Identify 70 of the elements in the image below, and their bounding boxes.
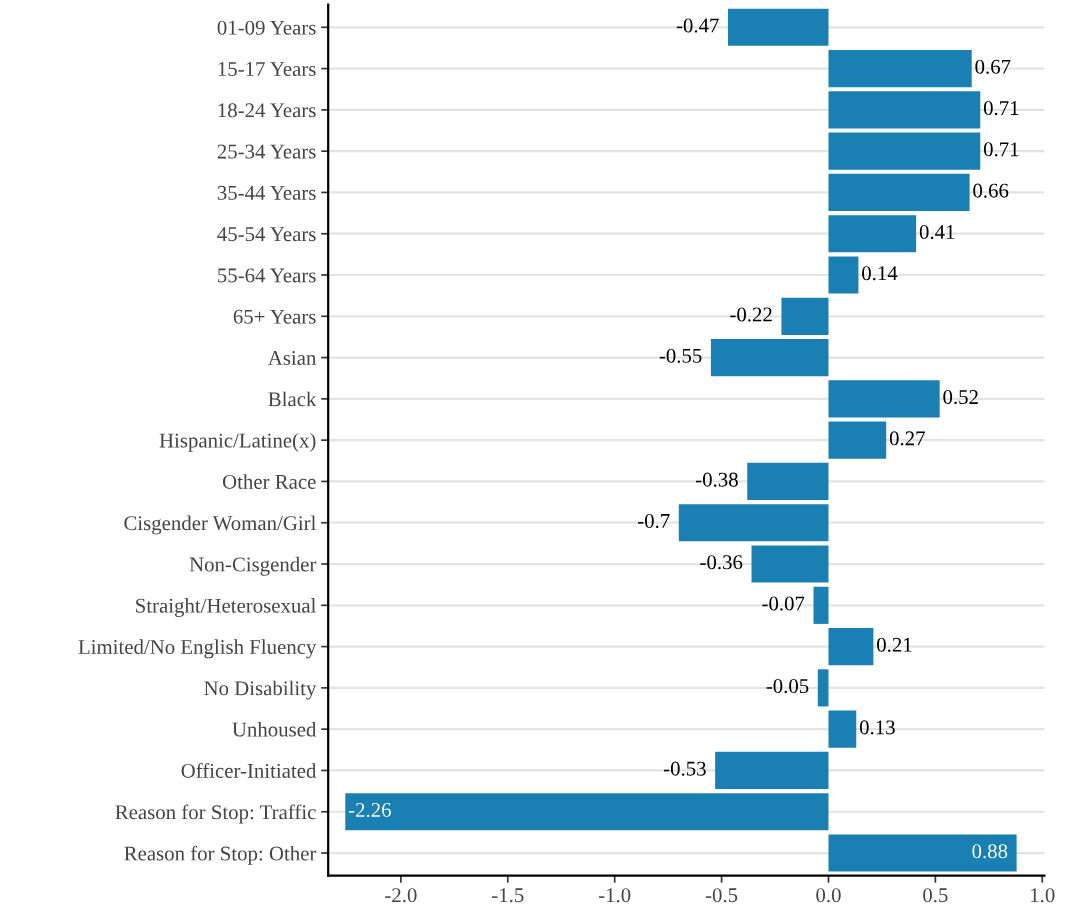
data-label: -0.38 bbox=[696, 472, 738, 487]
bar bbox=[817, 669, 829, 707]
bar bbox=[828, 256, 859, 294]
x-tick-label: 0.5 bbox=[923, 888, 948, 903]
bar bbox=[828, 173, 970, 212]
y-tick-label: 18-24 Years bbox=[218, 103, 316, 118]
y-tick-label: 35-44 Years bbox=[217, 185, 316, 200]
data-label: -0.55 bbox=[659, 348, 702, 363]
data-label: -0.53 bbox=[663, 761, 706, 776]
data-label: -2.26 bbox=[348, 802, 391, 818]
data-label: -0.36 bbox=[700, 555, 743, 570]
data-label: 0.52 bbox=[943, 390, 978, 405]
y-tick-label: No Disability bbox=[204, 680, 317, 700]
data-label: 0.67 bbox=[975, 59, 1011, 74]
data-label: 0.66 bbox=[973, 183, 1009, 198]
y-tick-label: Cisgender Woman/Girl bbox=[124, 515, 316, 535]
y-tick-label: Reason for Stop: Traffic bbox=[115, 804, 316, 824]
y-tick-label: Other Race bbox=[222, 474, 316, 489]
y-tick-label: Straight/Heterosexual bbox=[136, 598, 316, 618]
bar bbox=[813, 586, 829, 624]
x-tick-label: -1.0 bbox=[598, 888, 631, 903]
y-tick-label: 15-17 Years bbox=[218, 62, 316, 77]
data-label: 0.71 bbox=[983, 101, 1019, 116]
bar bbox=[828, 50, 972, 88]
y-tick-label: 65+ Years bbox=[233, 309, 316, 324]
bar bbox=[828, 834, 1017, 872]
data-label: 0.14 bbox=[862, 266, 898, 281]
bar bbox=[828, 215, 917, 253]
bar bbox=[747, 462, 829, 501]
data-label: -0.05 bbox=[766, 679, 809, 694]
bar bbox=[828, 380, 940, 418]
data-label: -0.07 bbox=[762, 596, 805, 611]
bar bbox=[727, 8, 829, 46]
y-tick-label: Asian bbox=[267, 351, 317, 366]
bar bbox=[828, 132, 981, 170]
x-tick-label: 0.0 bbox=[816, 888, 841, 903]
x-tick-label: -1.5 bbox=[492, 888, 524, 903]
y-tick-label: 01-09 Years bbox=[217, 20, 316, 35]
y-tick-label: Black bbox=[268, 391, 317, 407]
y-tick-label: 45-54 Years bbox=[217, 227, 316, 242]
x-tick-label: -2.0 bbox=[385, 888, 417, 903]
y-tick-label: Officer-Initiated bbox=[181, 763, 317, 778]
data-label: 0.41 bbox=[919, 224, 955, 240]
y-tick-label: Hispanic/Latine(x) bbox=[159, 432, 316, 452]
y-tick-label: Limited/No English Fluency bbox=[78, 639, 317, 659]
bar bbox=[828, 421, 887, 459]
data-label: 0.27 bbox=[889, 431, 925, 446]
bar bbox=[710, 339, 829, 377]
bar bbox=[345, 793, 829, 831]
data-label: 0.13 bbox=[859, 720, 895, 735]
data-label: -0.7 bbox=[638, 513, 670, 529]
y-tick-label: Unhoused bbox=[232, 721, 317, 737]
data-label: 0.21 bbox=[877, 637, 912, 652]
y-tick-label: Reason for Stop: Other bbox=[124, 845, 317, 865]
x-tick-label: -0.5 bbox=[705, 888, 738, 903]
bar bbox=[828, 710, 857, 748]
data-label: 0.88 bbox=[972, 844, 1008, 859]
bar bbox=[828, 91, 981, 129]
bar bbox=[751, 545, 829, 583]
data-label: -0.47 bbox=[676, 18, 719, 33]
bar bbox=[678, 504, 829, 542]
y-tick-label: 25-34 Years bbox=[217, 144, 316, 159]
bar bbox=[781, 297, 829, 335]
y-tick-label: Non-Cisgender bbox=[189, 556, 317, 576]
data-label: -0.22 bbox=[730, 307, 772, 322]
bar bbox=[715, 751, 829, 790]
bar bbox=[828, 628, 874, 666]
y-tick-label: 55-64 Years bbox=[218, 268, 316, 283]
x-tick-label: 1.0 bbox=[1031, 888, 1055, 903]
data-label: 0.71 bbox=[983, 142, 1019, 157]
